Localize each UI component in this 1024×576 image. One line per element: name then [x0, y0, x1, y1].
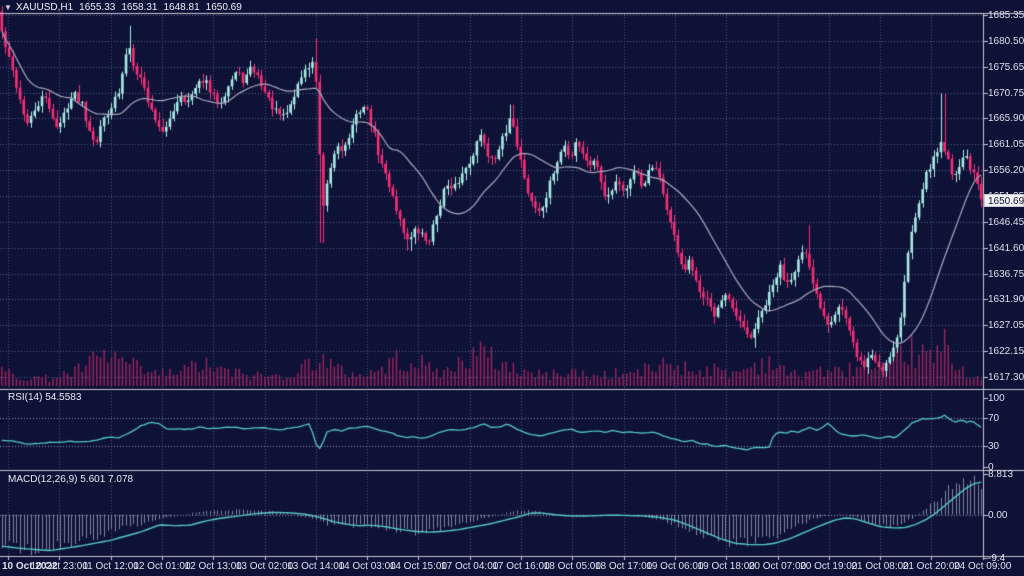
time-axis-label: 14 Oct 15:00 — [389, 561, 448, 572]
macd-pane[interactable] — [0, 472, 983, 556]
time-axis-label: 20 Oct 19:00 — [800, 561, 858, 572]
rsi-pane[interactable] — [0, 391, 983, 470]
price-axis-label: 1641.60 — [988, 243, 1024, 254]
time-axis-label: 20 Oct 07:00 — [748, 561, 807, 572]
time-axis-label: 17 Oct 04:00 — [441, 561, 499, 572]
high-value: 1658.31 — [121, 2, 158, 13]
time-axis-label: 17 Oct 16:00 — [492, 561, 550, 572]
price-axis-label: 1656.20 — [988, 165, 1024, 176]
time-axis-label: 21 Oct 20:00 — [902, 561, 961, 572]
price-axis-label: 1665.90 — [988, 113, 1024, 124]
time-axis-label: 10 Oct 23:00 — [30, 561, 88, 572]
chart-title-bar: ▼ XAUUSD,H1 1655.33 1658.31 1648.81 1650.69 — [4, 2, 248, 13]
price-axis-label: 1661.05 — [988, 139, 1024, 150]
price-axis-label: 1675.65 — [988, 62, 1024, 73]
macd-axis-label: -9.4 — [988, 553, 1006, 564]
time-axis-label: 12 Oct 13:00 — [184, 561, 242, 572]
symbol-menu-icon[interactable]: ▼ — [4, 3, 12, 12]
price-axis-label: 1617.30 — [988, 372, 1024, 383]
time-axis-label: 19 Oct 18:00 — [697, 561, 755, 572]
low-value: 1648.81 — [163, 2, 200, 13]
last-price-tag: 1650.69 — [984, 194, 1024, 207]
rsi-axis-label: 0 — [988, 462, 994, 473]
macd-indicator-label: MACD(12,26,9) 5.601 7.078 — [8, 474, 134, 485]
rsi-axis-label: 30 — [988, 441, 1000, 452]
time-axis-label: 13 Oct 14:00 — [287, 561, 345, 572]
macd-axis-label: 0.00 — [988, 510, 1008, 521]
price-axis-label: 1685.35 — [988, 10, 1024, 21]
time-axis-label: 21 Oct 08:00 — [851, 561, 909, 572]
price-axis-label: 1646.45 — [988, 217, 1024, 228]
time-axis-label: 18 Oct 05:00 — [543, 561, 601, 572]
time-axis-label: 19 Oct 06:00 — [646, 561, 704, 572]
price-axis-label: 1622.15 — [988, 346, 1024, 357]
macd-axis-label: 8.813 — [988, 469, 1014, 480]
close-value: 1650.69 — [205, 2, 242, 13]
rsi-indicator-label: RSI(14) 54.5583 — [8, 392, 82, 403]
price-axis-label: 1680.50 — [988, 36, 1024, 47]
time-axis-label: 11 Oct 12:00 — [82, 561, 139, 572]
price-axis-label: 1636.75 — [988, 269, 1024, 280]
price-axis-label: 1631.90 — [988, 294, 1024, 305]
rsi-axis-label: 100 — [988, 393, 1005, 404]
rsi-axis-label: 70 — [988, 413, 1000, 424]
price-axis-label: 1627.05 — [988, 320, 1024, 331]
time-axis-label: 14 Oct 03:00 — [338, 561, 396, 572]
time-axis-label: 12 Oct 01:00 — [133, 561, 191, 572]
time-axis-label: 10 Oct 2022 — [2, 561, 58, 572]
open-value: 1655.33 — [79, 2, 116, 13]
time-axis-label: 24 Oct 09:00 — [954, 561, 1012, 572]
time-axis-label: 18 Oct 17:00 — [594, 561, 653, 572]
symbol-label: XAUUSD,H1 — [15, 2, 74, 13]
time-axis-label: 13 Oct 02:00 — [235, 561, 294, 572]
main-chart-pane[interactable] — [0, 14, 983, 388]
price-axis-label: 1670.75 — [988, 88, 1024, 99]
